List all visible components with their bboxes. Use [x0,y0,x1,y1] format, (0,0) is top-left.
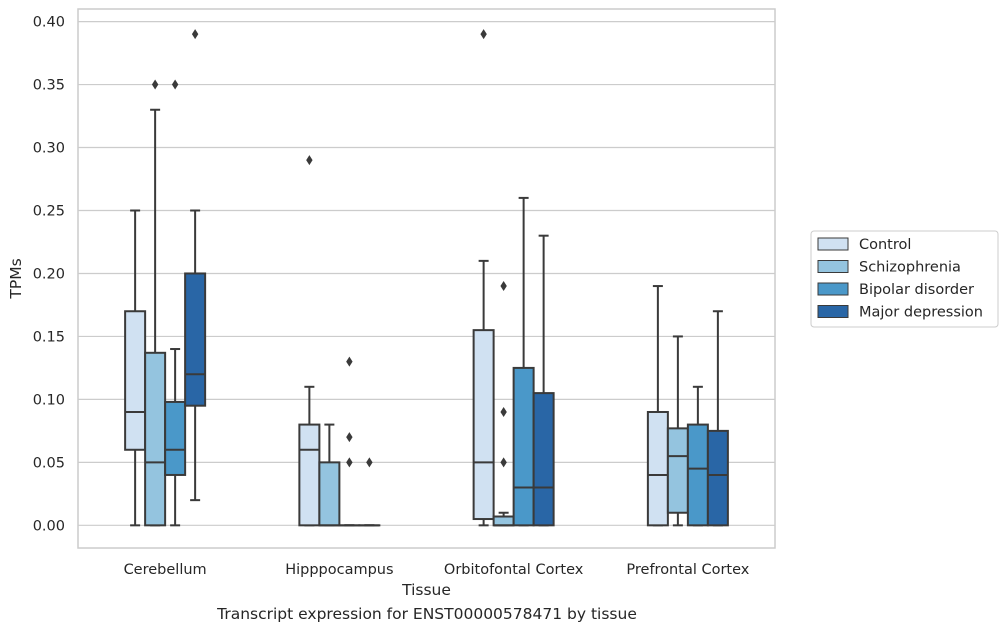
y-tick-label: 0.20 [33,266,65,282]
outlier-point [191,29,199,40]
x-tick-label: Orbitofontal Cortex [444,562,584,578]
box-body [492,515,515,527]
box [338,356,361,527]
box-body [184,272,207,407]
outlier-point [366,457,373,468]
x-tick-label: Hipppocampus [285,562,393,578]
y-tick-label: 0.15 [33,329,65,345]
box-body [666,427,689,514]
series-schizophrenia [144,79,689,527]
legend-item: Bipolar disorder [817,282,974,298]
box-body [706,429,729,527]
box-body [472,329,495,521]
legend-item: Major depression [817,305,983,321]
box-body [164,400,187,476]
box [686,385,709,527]
outlier-point [171,79,179,90]
box-series [124,29,729,527]
box [298,155,321,527]
legend-swatch [817,305,849,318]
legend-label: Control [859,237,911,253]
outlier-point [346,432,353,443]
legend: Control Schizophrenia Bipolar disorder Majo… [810,230,999,328]
y-tick-label: 0.30 [33,141,65,157]
box-body [646,410,669,527]
outlier-point [500,406,507,417]
box-body [512,366,535,527]
legend-item: Control [817,237,911,253]
box [666,335,689,527]
x-axis-label: Tissue [401,581,451,599]
legend-frame [810,230,999,328]
outlier-point [480,29,487,40]
y-tick-label: 0.25 [33,203,65,219]
legend-swatch [817,260,849,273]
legend-item: Schizophrenia [817,260,961,276]
y-tick-label: 0.40 [33,15,65,31]
x-tick-label: Prefrontal Cortex [626,562,749,578]
legend-label: Schizophrenia [859,260,961,276]
x-tick-label: Cerebellum [124,562,207,578]
y-tick-label: 0.00 [33,518,65,534]
legend-label: Major depression [859,305,983,321]
box [124,209,147,527]
box [532,234,555,527]
y-tick-labels: 0.00 0.05 0.10 0.15 0.20 0.25 0.30 0.35 0.40 [33,15,65,535]
x-tick-labels: Cerebellum Hipppocampus Orbitofontal Corte… [124,562,750,578]
series-control [124,29,669,527]
box [184,29,207,502]
outlier-point [500,281,507,292]
y-tick-label: 0.10 [33,392,65,408]
series-bipolar-disorder [164,79,709,527]
box [144,79,167,527]
outlier-point [306,155,313,166]
box-body [686,423,709,527]
y-tick-label: 0.05 [33,455,65,471]
box-body [144,351,167,527]
outlier-point [500,457,507,468]
y-tick-label: 0.35 [33,78,65,94]
outlier-point [346,457,353,468]
outlier-point [346,356,353,367]
outlier-point [151,79,159,90]
legend-label: Bipolar disorder [859,282,974,298]
box [358,457,381,527]
chart-caption: Transcript expression for ENST0000057847… [217,605,637,623]
legend-swatch [817,282,849,296]
y-axis-label: TPMs [7,258,25,299]
box [164,79,187,527]
box [472,29,495,527]
box [512,196,535,527]
box [706,310,729,527]
box [492,281,515,527]
plot-frame [77,8,776,549]
box [646,285,669,527]
box-body [124,310,147,451]
box-body [318,461,341,527]
legend-swatch [817,237,849,251]
series-major-depression [184,29,729,527]
box-body [532,392,555,527]
box [318,423,341,527]
box-body [298,423,321,527]
